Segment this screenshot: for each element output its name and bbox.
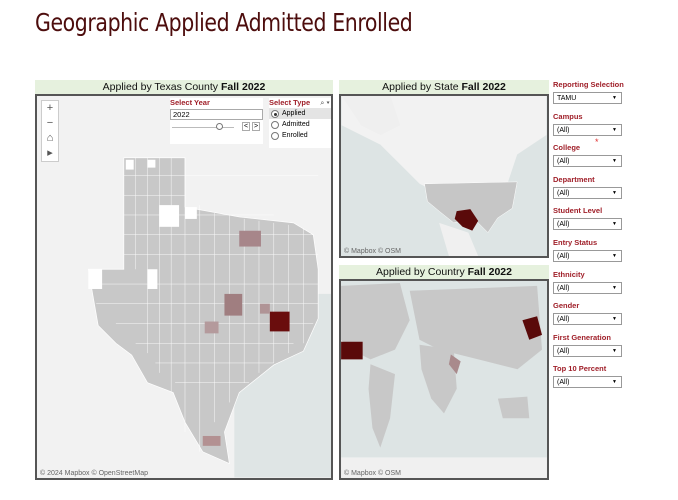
filter-dropdown[interactable]: (All) (553, 249, 622, 262)
pan-arrow-icon[interactable]: ▸ (47, 147, 53, 159)
panel-term: Fall 2022 (220, 81, 266, 93)
radio-label: Admitted (282, 121, 310, 128)
usa-country (341, 341, 363, 360)
map-controls: + − ⌂ ▸ (41, 100, 59, 162)
filter-dropdown[interactable]: TAMU (553, 92, 622, 104)
filter-label: Top 10 Percent (553, 364, 607, 374)
filter-dropdown[interactable]: (All) (553, 155, 622, 168)
filter-dropdown[interactable]: (All) (553, 123, 622, 136)
type-label: Select Type ⌕ ▾ (269, 98, 331, 108)
map-attribution: © Mapbox © OSM (344, 248, 401, 255)
state-panel-title: Applied by State Fall 2022 (339, 80, 549, 94)
filter-top-10-percent: Top 10 Percent (All) (553, 364, 625, 396)
state-panel: Applied by State Fall 2022 © Mapbox © OS… (339, 80, 549, 258)
radio-applied[interactable]: Applied (269, 108, 331, 119)
slider-track (172, 127, 234, 128)
filter-label: Student Level (553, 206, 603, 216)
filter-reporting-selection: Reporting Selection TAMU (553, 80, 625, 112)
panel-term: Fall 2022 (467, 266, 512, 278)
home-icon[interactable]: ⌂ (46, 132, 54, 144)
filter-label: Entry Status (553, 237, 598, 247)
filter-department: Department (All) (553, 175, 625, 207)
filter-label: Campus (553, 111, 583, 121)
country-panel-title: Applied by Country Fall 2022 (339, 265, 549, 279)
filter-student-level: Student Level (All) (553, 206, 625, 238)
filter-gender: Gender (All) (553, 301, 625, 333)
prev-year-button[interactable]: < (242, 122, 250, 131)
year-selector: Select Year 2022 < > (170, 98, 263, 144)
us-map-svg (341, 96, 547, 256)
year-input[interactable]: 2022 (170, 109, 263, 120)
radio-label: Applied (282, 110, 306, 117)
filter-sidebar: * Reporting Selection TAMU Campus (All) Co… (553, 80, 625, 396)
us-states (424, 181, 518, 233)
texas-map-svg (87, 157, 331, 478)
filter-label: Gender (553, 301, 580, 311)
year-label: Select Year (170, 98, 210, 107)
panel-title-text: Applied by Texas County (102, 81, 219, 93)
next-year-button[interactable]: > (252, 122, 260, 131)
filter-label: First Generation (553, 332, 611, 342)
radio-enrolled[interactable]: Enrolled (269, 130, 331, 141)
filter-label: Reporting Selection (553, 80, 624, 89)
filter-dropdown[interactable]: (All) (553, 313, 622, 326)
filter-college: College (All) (553, 143, 625, 175)
filter-campus: Campus (All) (553, 112, 625, 144)
type-label-text: Select Type (269, 98, 311, 107)
panel-title-text: Applied by State (382, 81, 459, 93)
filter-dropdown[interactable]: (All) (553, 344, 622, 357)
texas-state (454, 209, 479, 231)
filter-label: Ethnicity (553, 269, 585, 279)
zoom-out-button[interactable]: − (46, 117, 54, 129)
us-state-map[interactable]: © Mapbox © OSM (339, 94, 549, 258)
filter-entry-status: Entry Status (All) (553, 238, 625, 270)
page-title: Geographic Applied Admitted Enrolled (35, 8, 413, 37)
country-panel: Applied by Country Fall 2022 © Mapbox © … (339, 265, 549, 480)
type-selector: Select Type ⌕ ▾ Applied Admitted Enrolle… (269, 98, 331, 148)
year-slider[interactable]: < > (170, 122, 263, 132)
search-icon[interactable]: ⌕ ▾ (320, 98, 330, 107)
filter-first-generation: First Generation (All) (553, 333, 625, 365)
filter-ethnicity: Ethnicity (All) (553, 270, 625, 302)
dallas-tarrant (239, 230, 261, 247)
county-panel-title: Applied by Texas County Fall 2022 (35, 80, 333, 94)
map-attribution: © Mapbox © OSM (344, 470, 401, 477)
zoom-in-button[interactable]: + (46, 102, 54, 114)
filter-dropdown[interactable]: (All) (553, 218, 622, 231)
texas-county-map[interactable]: + − ⌂ ▸ Select Year 2022 < > Select Type… (35, 94, 333, 480)
radio-label: Enrolled (282, 132, 308, 139)
radio-icon (271, 131, 279, 140)
filter-dropdown[interactable]: (All) (553, 281, 622, 294)
filter-label: Department (553, 174, 595, 184)
radio-admitted[interactable]: Admitted (269, 119, 331, 130)
panel-term: Fall 2022 (461, 81, 506, 93)
required-marker: * (595, 137, 599, 147)
radio-icon (271, 120, 279, 129)
filter-label: College (553, 143, 581, 153)
panel-title-text: Applied by Country (375, 266, 465, 278)
world-map-svg (341, 282, 547, 478)
filter-dropdown[interactable]: (All) (553, 186, 622, 199)
filter-dropdown[interactable]: (All) (553, 376, 622, 389)
radio-icon (271, 109, 279, 118)
world-country-map[interactable]: © Mapbox © OSM (339, 279, 549, 480)
county-panel: Applied by Texas County Fall 2022 + − ⌂ … (35, 80, 333, 480)
harris-county (269, 311, 290, 332)
slider-knob[interactable] (216, 123, 223, 130)
map-attribution: © 2024 Mapbox © OpenStreetMap (40, 470, 148, 477)
